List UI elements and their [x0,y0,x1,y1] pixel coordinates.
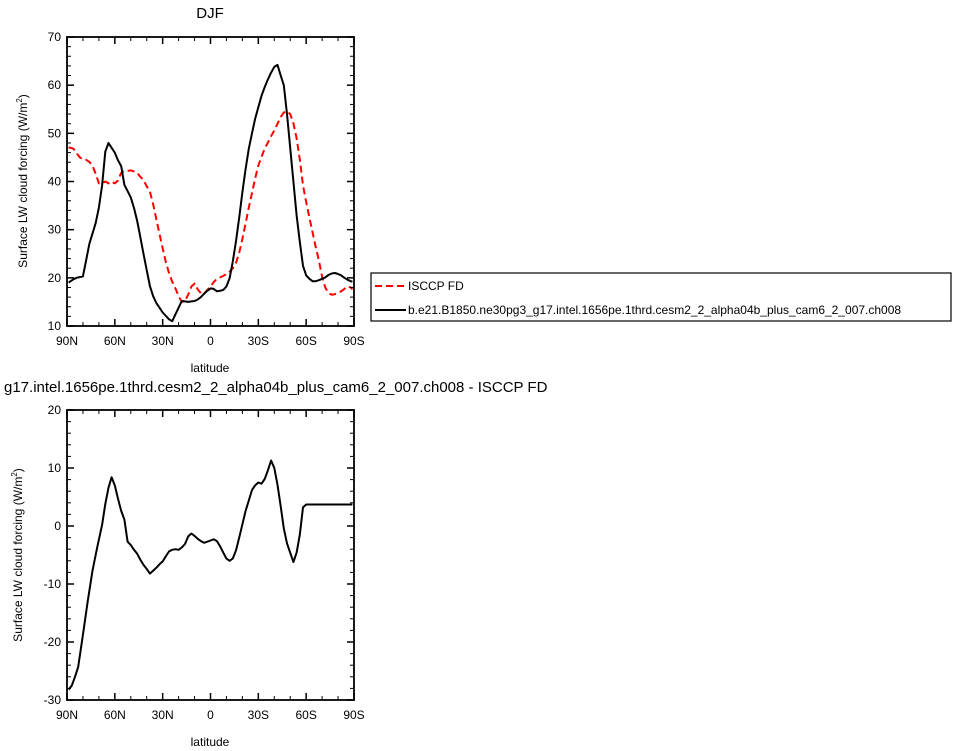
bottom-y-axis-label: Surface LW cloud forcing (W/m2) [10,468,25,642]
legend-label-model: b.e21.B1850.ne30pg3_g17.intel.1656pe.1th… [408,303,901,317]
legend-label-isccp: ISCCP FD [408,279,464,293]
top-x-tick-label: 60S [295,334,316,348]
bottom-series-layer [67,459,353,691]
bottom-chart-title: g17.intel.1656pe.1thrd.cesm2_2_alpha04b_… [4,379,548,396]
bottom-x-tick-label: 30S [248,708,269,722]
top-plot-frame [66,36,355,327]
bottom-y-tick-label: 10 [48,461,62,475]
top-axes-layer: 90N 60N 30N 0 30S 60S 90S 10 20 30 40 50 60 70 [48,30,365,348]
top-y-axis-label-sup: 2 [15,98,24,103]
top-y-tick-label: 40 [48,175,62,189]
top-x-tick-label: 60N [104,334,126,348]
top-y-axis-label-close: ) [16,94,30,98]
bottom-y-axis-label-sup: 2 [10,472,19,477]
legend: ISCCP FD b.e21.B1850.ne30pg3_g17.intel.1… [370,272,952,322]
bottom-y-axis-label-main: Surface LW cloud forcing (W/m [11,477,25,642]
top-y-tick-label: 10 [48,319,62,333]
bottom-x-tick-label: 0 [207,708,214,722]
legend-box [370,272,952,322]
bottom-y-axis-label-close: ) [11,468,25,472]
top-x-tick-label: 90N [56,334,78,348]
top-y-tick-label: 50 [48,126,62,140]
top-y-tick-label: 70 [48,30,62,44]
bottom-x-tick-label: 90N [56,708,78,722]
top-chart-title: DJF [196,5,224,22]
top-x-tick-label: 90S [343,334,364,348]
top-y-tick-label: 60 [48,78,62,92]
top-x-tick-label: 30S [248,334,269,348]
top-y-tick-label: 20 [48,271,62,285]
bottom-x-tick-label: 30N [152,708,174,722]
top-x-tick-label: 30N [152,334,174,348]
bottom-x-tick-label: 60S [295,708,316,722]
bottom-y-tick-label: 0 [54,519,61,533]
top-panel: DJF Surface LW cloud forcing (W/m2) 90N 6… [15,5,365,375]
bottom-series-line-0 [67,459,353,691]
bottom-y-tick-label: 20 [48,403,62,417]
bottom-x-tick-label: 90S [343,708,364,722]
bottom-plot-frame [66,409,355,701]
top-x-axis-label: latitude [191,361,230,375]
bottom-x-axis-label: latitude [191,735,230,749]
top-series-line-0 [68,110,354,303]
top-y-axis-label-main: Surface LW cloud forcing (W/m [16,103,30,268]
bottom-y-tick-label: -20 [44,635,62,649]
top-y-axis-label: Surface LW cloud forcing (W/m2) [15,94,30,268]
bottom-axes-layer: 90N 60N 30N 0 30S 60S 90S -30 -20 -10 0 10 20 [44,403,365,722]
top-y-tick-label: 30 [48,223,62,237]
top-series-layer [68,63,354,323]
bottom-y-tick-label: -10 [44,577,62,591]
bottom-x-tick-label: 60N [104,708,126,722]
top-series-line-1 [68,63,353,323]
bottom-panel: g17.intel.1656pe.1thrd.cesm2_2_alpha04b_… [4,379,548,749]
bottom-y-tick-label: -30 [44,693,62,707]
top-x-tick-label: 0 [207,334,214,348]
